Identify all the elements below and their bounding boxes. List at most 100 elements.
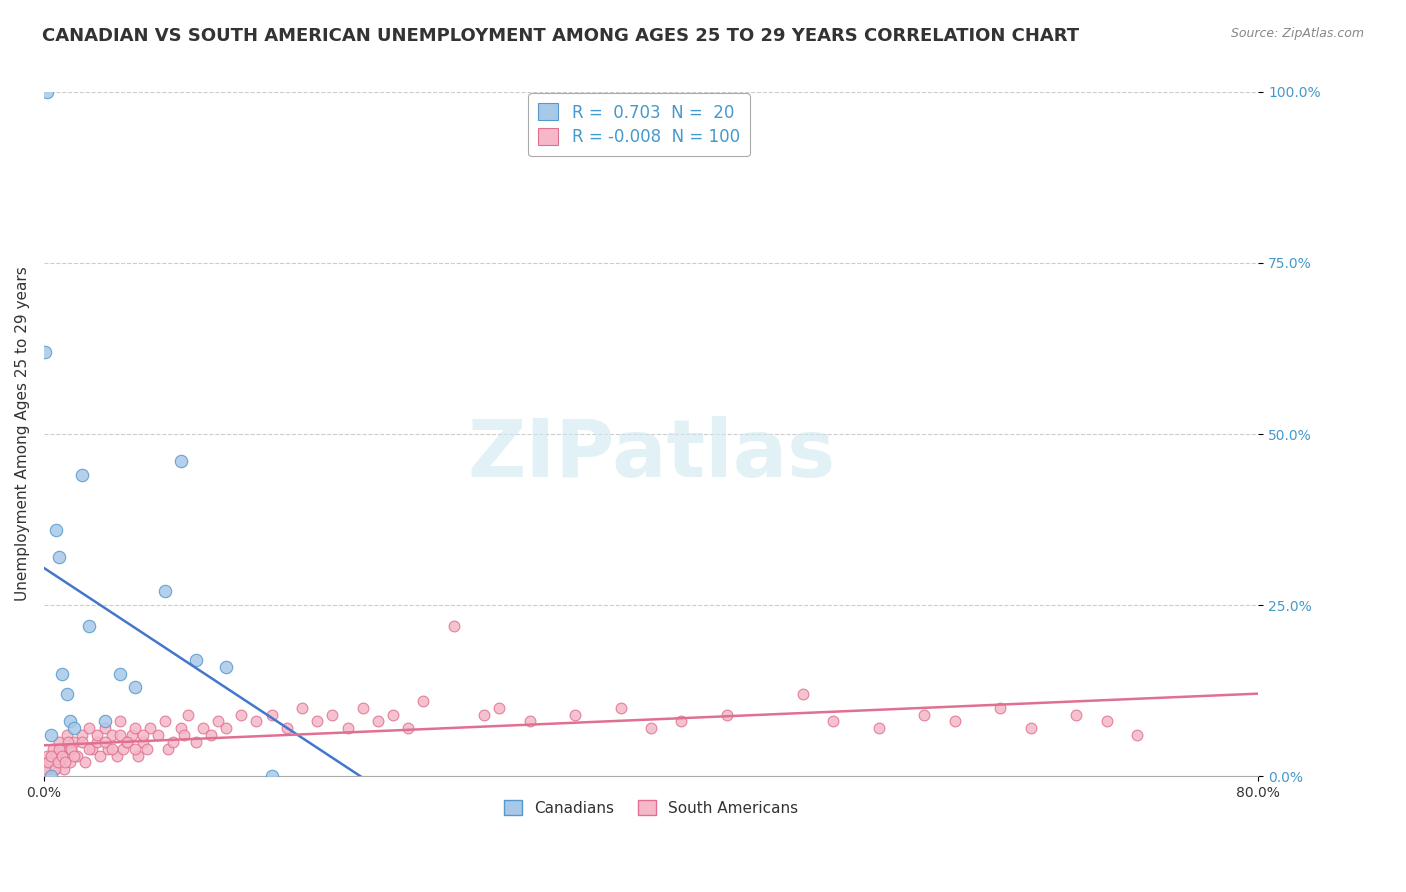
Point [792, 687, 814, 701]
Point [55, 687, 77, 701]
Point [59, 714, 82, 729]
Point [988, 700, 1011, 714]
Point [70, 468, 93, 483]
Point [93, 721, 115, 735]
Point [41, 756, 63, 770]
Point [231, 707, 253, 722]
Point [44, 762, 66, 776]
Text: Source: ZipAtlas.com: Source: ZipAtlas.com [1230, 27, 1364, 40]
Point [564, 707, 586, 722]
Point [51, 748, 73, 763]
Point [367, 714, 389, 729]
Point [79, 618, 101, 632]
Point [70, 735, 93, 749]
Point [276, 721, 298, 735]
Point [136, 741, 159, 756]
Point [51, 741, 73, 756]
Point [45, 523, 67, 537]
Point [59, 756, 82, 770]
Point [472, 707, 495, 722]
Point [184, 735, 207, 749]
Point [82, 741, 104, 756]
Point [41, 728, 63, 742]
Point [336, 721, 359, 735]
Point [101, 741, 124, 756]
Point [73, 756, 96, 770]
Point [105, 748, 128, 763]
Point [321, 707, 343, 722]
Point [260, 769, 283, 783]
Point [943, 714, 966, 729]
Point [912, 707, 935, 722]
Point [124, 721, 146, 735]
Point [53, 756, 76, 770]
Point [60, 741, 83, 756]
Point [162, 735, 184, 749]
Point [215, 721, 238, 735]
Point [396, 721, 419, 735]
Point [52, 762, 75, 776]
Point [121, 728, 143, 742]
Point [1019, 721, 1042, 735]
Point [63, 748, 86, 763]
Point [127, 748, 149, 763]
Point [63, 721, 86, 735]
Point [823, 714, 845, 729]
Point [89, 748, 111, 763]
Point [55, 728, 77, 742]
Point [307, 714, 329, 729]
Point [117, 735, 139, 749]
Point [45, 748, 67, 763]
Point [55, 748, 77, 763]
Point [207, 714, 229, 729]
Point [412, 694, 434, 708]
Point [48, 741, 70, 756]
Point [79, 721, 101, 735]
Point [215, 659, 238, 673]
Point [443, 618, 465, 632]
Point [169, 454, 191, 468]
Point [245, 714, 267, 729]
Point [868, 721, 890, 735]
Point [131, 735, 153, 749]
Point [51, 666, 73, 681]
Point [66, 748, 89, 763]
Point [382, 707, 405, 722]
Point [716, 707, 738, 722]
Point [35, 748, 58, 763]
Point [79, 741, 101, 756]
Point [155, 584, 177, 599]
Point [131, 728, 153, 742]
Point [70, 728, 93, 742]
Y-axis label: Unemployment Among Ages 25 to 29 years: Unemployment Among Ages 25 to 29 years [15, 267, 30, 601]
Point [97, 741, 120, 756]
Point [42, 741, 65, 756]
Point [101, 728, 124, 742]
Point [108, 714, 131, 729]
Point [48, 735, 70, 749]
Point [200, 728, 222, 742]
Point [488, 700, 510, 714]
Point [108, 728, 131, 742]
Point [352, 700, 374, 714]
Point [60, 741, 83, 756]
Point [519, 714, 541, 729]
Point [124, 680, 146, 694]
Point [671, 714, 693, 729]
Point [86, 728, 108, 742]
Point [48, 756, 70, 770]
Point [93, 735, 115, 749]
Point [34, 345, 56, 359]
Point [48, 550, 70, 565]
Point [35, 85, 58, 99]
Point [44, 762, 66, 776]
Point [155, 714, 177, 729]
Point [86, 735, 108, 749]
Point [291, 700, 314, 714]
Point [184, 653, 207, 667]
Point [124, 741, 146, 756]
Point [37, 756, 59, 770]
Point [193, 721, 215, 735]
Point [1064, 707, 1087, 722]
Point [34, 762, 56, 776]
